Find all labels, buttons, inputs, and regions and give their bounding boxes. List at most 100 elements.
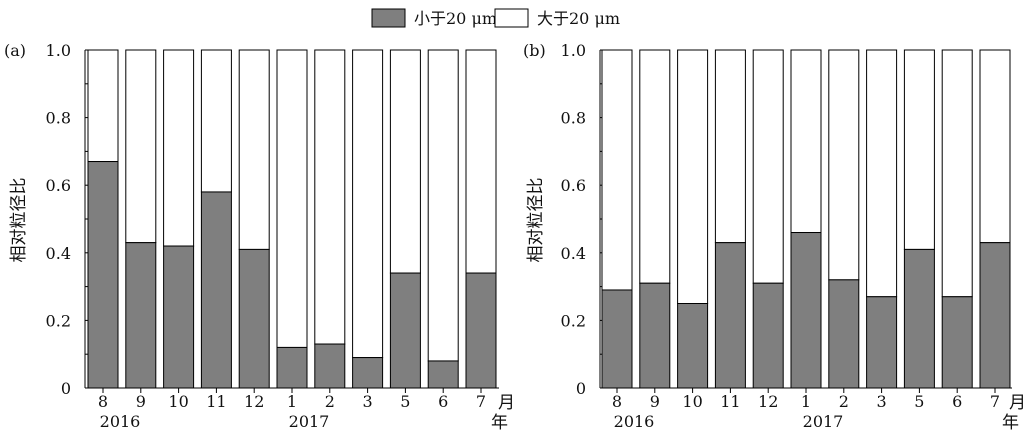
bar-segment-small [314, 343, 346, 389]
bar-segment-large [979, 49, 1011, 244]
bar-segment-large [639, 49, 671, 284]
bar-segment-small [903, 248, 935, 389]
x-tick-label: 12 [244, 392, 264, 411]
y-tick-label: 1.0 [46, 41, 71, 60]
panel-a-year-unit: 年 [491, 413, 508, 433]
bar-segment-small [87, 161, 119, 389]
bar-segment-large [465, 49, 497, 274]
y-tick-label: 1.0 [561, 41, 586, 60]
y-tick-label: 0 [61, 379, 71, 398]
panel-b-year-unit: 年 [1002, 413, 1019, 433]
bar-segment-large [714, 49, 746, 244]
x-tick-label: 10 [682, 392, 702, 411]
bar-segment-large [427, 49, 459, 362]
panel-a-yaxis: 0 0.2 0.4 0.6 0.8 1.0 [46, 41, 91, 398]
x-tick-label: 8 [612, 392, 622, 411]
x-year-label: 2017 [803, 412, 844, 431]
bar-segment-large [866, 49, 898, 298]
bar-segment-large [163, 49, 195, 247]
x-tick-label: 12 [758, 392, 778, 411]
bar-segment-small [352, 357, 384, 389]
x-tick-label: 11 [720, 392, 740, 411]
bar-segment-small [427, 360, 459, 389]
bar-segment-small [163, 245, 195, 389]
x-tick-label: 9 [136, 392, 146, 411]
panel-a-label: (a) [4, 41, 26, 60]
bar-segment-small [125, 242, 157, 389]
bar-segment-small [790, 232, 822, 389]
x-tick-label: 1 [287, 392, 297, 411]
x-tick-label: 1 [801, 392, 811, 411]
bar-segment-large [87, 49, 119, 163]
panel-a-month-unit: 月 [498, 393, 515, 413]
x-tick-label: 2 [325, 392, 335, 411]
bar-segment-small [941, 296, 973, 389]
x-tick-label: 7 [990, 392, 1000, 411]
panel-b-yaxis: 0 0.2 0.4 0.6 0.8 1.0 [561, 41, 606, 398]
y-tick-label: 0.6 [46, 176, 71, 195]
legend-swatch-large [494, 8, 529, 28]
bar-segment-large [941, 49, 973, 298]
bar-segment-small [200, 191, 232, 389]
x-year-label: 2016 [100, 412, 141, 431]
panel-b-label: (b) [523, 41, 546, 60]
bar-segment-large [352, 49, 384, 359]
bar-segment-large [677, 49, 709, 304]
x-tick-label: 5 [400, 392, 410, 411]
bar-segment-large [200, 49, 232, 193]
x-tick-label: 2 [839, 392, 849, 411]
bar-segment-small [866, 296, 898, 389]
x-tick-label: 8 [98, 392, 108, 411]
x-tick-label: 3 [877, 392, 887, 411]
y-tick-label: 0.4 [561, 244, 586, 263]
bar-segment-small [979, 242, 1011, 389]
bar-segment-small [238, 248, 270, 389]
y-tick-label: 0.8 [46, 109, 71, 128]
y-tick-label: 0.4 [46, 244, 71, 263]
chart-panel-b: (b) 相对粒径比 00.20.40.60.81.0 8 9 10 11 12 1 2 3 5 6… [523, 41, 1026, 433]
bar-segment-large [601, 49, 633, 291]
bar-segment-small [465, 272, 497, 389]
x-tick-label: 7 [476, 392, 486, 411]
y-tick-label: 0 [576, 379, 586, 398]
legend: 小于20 μm 大于20 μm [371, 8, 620, 28]
bar-segment-small [639, 282, 671, 389]
bar-segment-large [125, 49, 157, 244]
x-tick-label: 9 [650, 392, 660, 411]
bar-segment-small [601, 289, 633, 389]
bar-segment-large [276, 49, 308, 348]
bar-segment-large [314, 49, 346, 345]
y-tick-label: 0.2 [46, 311, 71, 330]
x-tick-label: 10 [168, 392, 188, 411]
bar-segment-small [276, 346, 308, 389]
bar-segment-large [828, 49, 860, 281]
bar-segment-small [714, 242, 746, 389]
y-tick-label: 0.2 [561, 311, 586, 330]
x-year-label: 2017 [289, 412, 330, 431]
bar-segment-small [389, 272, 421, 389]
panel-b-bars [601, 49, 1011, 389]
panel-b-month-unit: 月 [1009, 393, 1026, 413]
bar-segment-large [790, 49, 822, 234]
x-year-label: 2016 [614, 412, 655, 431]
legend-swatch-small [371, 8, 406, 28]
bar-segment-small [752, 282, 784, 389]
bar-segment-large [752, 49, 784, 284]
x-tick-label: 6 [952, 392, 962, 411]
panel-a-ylabel: 相对粒径比 [9, 178, 29, 263]
y-tick-label: 0.8 [561, 109, 586, 128]
bar-segment-small [677, 303, 709, 389]
x-tick-label: 11 [206, 392, 226, 411]
chart-panel-a: (a) 相对粒径比 00.20.40.60.81.0 8 9 10 11 12 1 2 3 5 6… [4, 41, 515, 433]
x-tick-label: 6 [438, 392, 448, 411]
bar-segment-large [903, 49, 935, 250]
legend-label-small: 小于20 μm [414, 9, 497, 28]
bar-segment-small [828, 279, 860, 389]
panel-a-bars [87, 49, 497, 389]
legend-label-large: 大于20 μm [537, 9, 620, 28]
bar-segment-large [389, 49, 421, 274]
y-tick-label: 0.6 [561, 176, 586, 195]
bar-segment-large [238, 49, 270, 250]
